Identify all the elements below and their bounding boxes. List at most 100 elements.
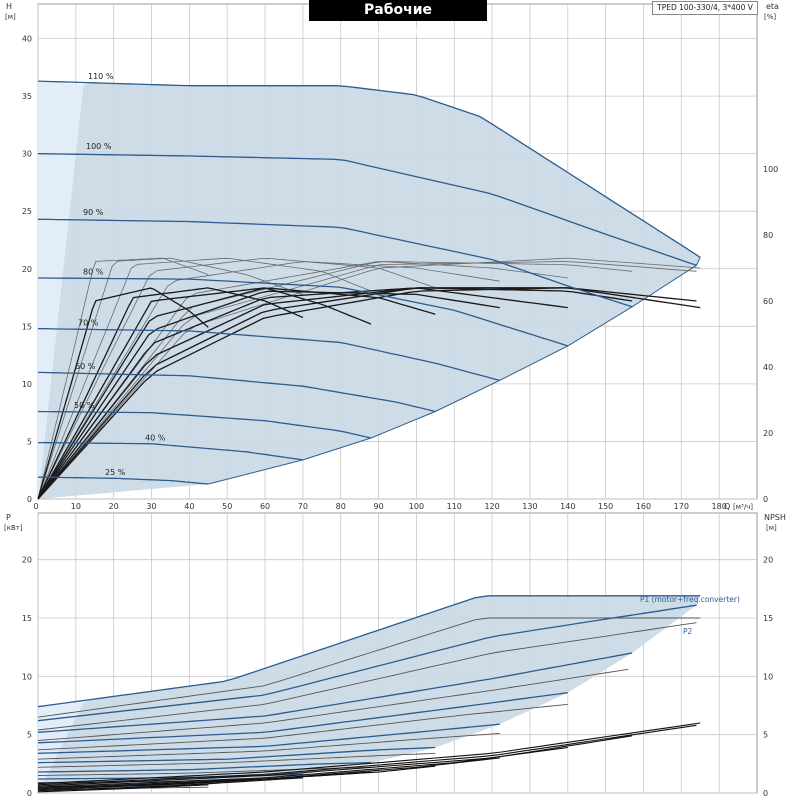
efficiency-curve (37, 287, 568, 500)
eta-tick-label: 0 (763, 495, 768, 504)
p2-power-curve (37, 703, 568, 751)
eta-tick-label: 80 (763, 231, 773, 240)
p1-power-curve (37, 723, 500, 754)
head-curve (38, 277, 568, 347)
head-curve (37, 371, 436, 413)
head-curve (37, 476, 209, 485)
flow-axis-unit: [м³/ч] (733, 503, 753, 511)
flow-tick-label: 0 (33, 502, 38, 511)
flow-axis-title: Q (724, 502, 730, 511)
head-low-flow-region (38, 81, 84, 499)
flow-tick-label: 160 (636, 502, 651, 511)
head-curve (37, 153, 697, 266)
efficiency-curve (37, 287, 209, 500)
head-tick-label: 30 (22, 150, 32, 159)
head-tick-label: 0 (27, 495, 32, 504)
efficiency-curve (37, 290, 500, 500)
p1-efficiency-curve (37, 257, 209, 500)
eta-tick-label: 100 (763, 165, 778, 174)
p1-efficiency-curve (37, 257, 436, 500)
flow-tick-label: 140 (560, 502, 575, 511)
npsh-curve (37, 722, 701, 785)
npsh-tick-label: 0 (763, 789, 768, 798)
head-axis-unit: [м] (5, 13, 16, 21)
power-tick-label: 15 (22, 614, 32, 623)
p1-efficiency-curve (37, 257, 304, 500)
head-tick-label: 10 (22, 380, 32, 389)
head-tick-label: 15 (22, 322, 32, 331)
chart-title: Рабочие характеристики (309, 0, 487, 39)
npsh-curve (37, 746, 568, 788)
npsh-curve (37, 784, 209, 793)
power-tick-label: 5 (27, 731, 32, 740)
flow-tick-label: 60 (260, 502, 270, 511)
flow-tick-label: 130 (522, 502, 537, 511)
eta-tick-label: 60 (763, 297, 773, 306)
power-axis-unit: [кВт] (4, 524, 23, 532)
flow-tick-label: 120 (484, 502, 499, 511)
flow-tick-label: 50 (222, 502, 232, 511)
head-tick-label: 40 (22, 35, 32, 44)
npsh-tick-label: 5 (763, 731, 768, 740)
flow-tick-label: 90 (373, 502, 383, 511)
p2-power-curve (37, 752, 436, 768)
power-low-flow-region (38, 702, 84, 793)
npsh-tick-label: 10 (763, 672, 773, 681)
p2-power-curve (37, 622, 697, 731)
head-curve (37, 218, 633, 308)
speed-curve-label: 70 % (78, 318, 99, 327)
flow-tick-label: 40 (184, 502, 194, 511)
eta-axis-unit: [%] (764, 13, 776, 21)
p2-power-curve (37, 617, 701, 718)
npsh-curve (37, 724, 697, 786)
power-axis-title: P (6, 513, 11, 522)
power-tick-label: 0 (27, 789, 32, 798)
p1-power-curve (37, 762, 372, 773)
p1-power-curve (37, 746, 436, 764)
flow-tick-label: 30 (146, 502, 156, 511)
flow-tick-label: 150 (598, 502, 613, 511)
p1-efficiency-curve (37, 261, 568, 500)
head-tick-label: 20 (22, 265, 32, 274)
speed-curve-label: 100 % (86, 142, 112, 151)
speed-curve-label: 110 % (88, 72, 114, 81)
eta-tick-label: 20 (763, 429, 773, 438)
flow-tick-label: 180 (712, 502, 727, 511)
eta-tick-label: 40 (763, 363, 773, 372)
npsh-tick-label: 20 (763, 556, 773, 565)
p1-power-curve (37, 604, 697, 722)
head-tick-label: 25 (22, 207, 32, 216)
speed-curve-label: 60 % (75, 362, 96, 371)
p1-efficiency-curve (37, 257, 372, 500)
npsh-curve (37, 771, 372, 791)
flow-tick-label: 80 (336, 502, 346, 511)
head-axis-title: H (6, 2, 12, 11)
efficiency-curve (37, 287, 436, 500)
p1-efficiency-curve (37, 261, 697, 500)
flow-tick-label: 100 (409, 502, 424, 511)
npsh-axis-unit: [м] (766, 524, 777, 532)
flow-tick-label: 70 (298, 502, 308, 511)
p1-efficiency-curve (37, 261, 633, 500)
p1-power-curve (37, 692, 568, 744)
flow-tick-label: 10 (71, 502, 81, 511)
p2-power-curve (37, 766, 372, 776)
speed-curve-label: 80 % (83, 268, 104, 277)
eta-axis-title: eta (766, 2, 779, 11)
power-operating-region (38, 595, 701, 793)
p1-power-curve (37, 652, 633, 733)
legend-p2: P2 (683, 627, 693, 636)
head-curve (37, 410, 372, 439)
head-curve (37, 327, 500, 382)
speed-curve-label: 25 % (105, 468, 126, 477)
power-tick-label: 20 (22, 556, 32, 565)
efficiency-curve (37, 287, 304, 500)
flow-tick-label: 170 (674, 502, 689, 511)
flow-tick-label: 110 (447, 502, 462, 511)
head-curve (37, 80, 701, 258)
p1-efficiency-curve (37, 261, 500, 500)
legend-p1: P1 (motor+freq.converter) (640, 595, 740, 604)
speed-curve-label: 50 % (74, 401, 95, 410)
p2-power-curve (37, 668, 629, 741)
